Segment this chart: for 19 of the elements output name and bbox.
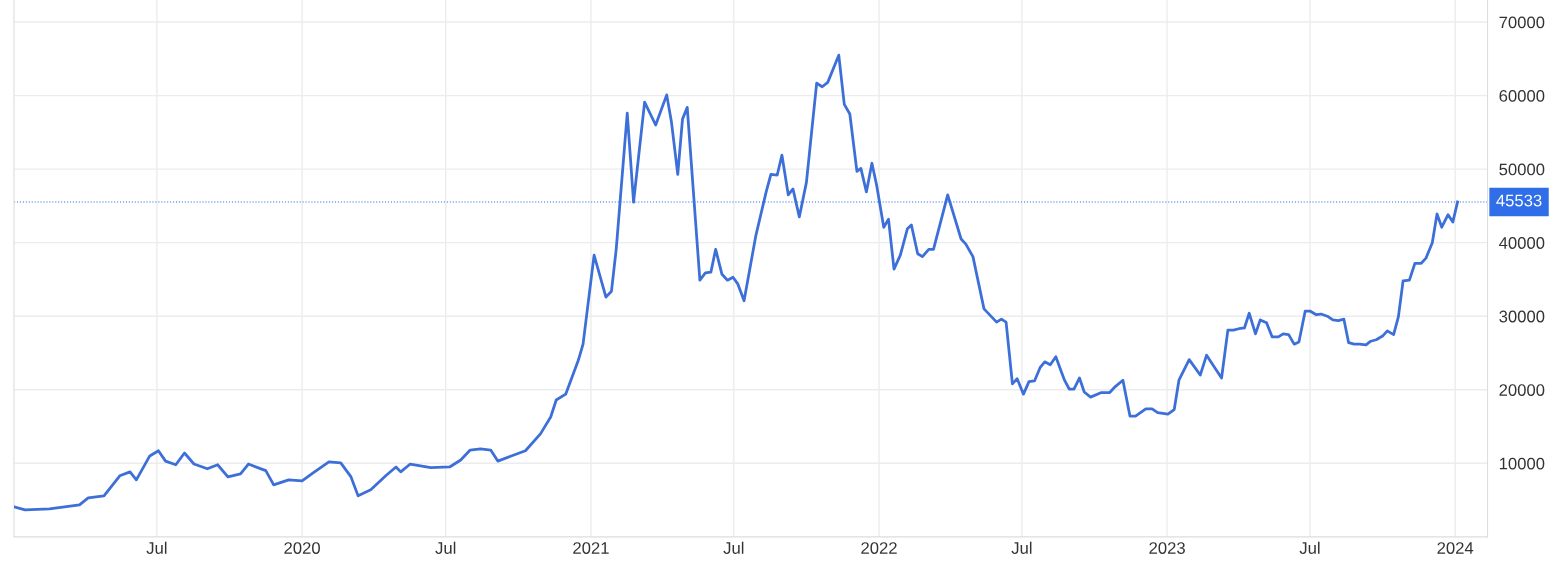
x-tick-label: 2024 bbox=[1437, 542, 1474, 554]
y-tick-label: 20000 bbox=[1499, 384, 1545, 396]
x-tick-label: Jul bbox=[1299, 541, 1320, 554]
x-tick-label: 2022 bbox=[861, 542, 897, 554]
x-tick-label: 2023 bbox=[1149, 542, 1185, 554]
line-series bbox=[14, 53, 1459, 512]
x-tick-label: 2021 bbox=[573, 542, 609, 554]
y-tick-label: 30000 bbox=[1499, 310, 1545, 323]
y-tick-label: 40000 bbox=[1499, 237, 1545, 249]
y-tick-label: 70000 bbox=[1499, 16, 1545, 29]
ref-line-label: 45533 bbox=[1496, 194, 1542, 207]
y-tick-label: 10000 bbox=[1499, 457, 1545, 470]
x-tick-label: Jul bbox=[723, 541, 744, 554]
x-tick-label: Jul bbox=[435, 541, 456, 554]
y-tick-label: 60000 bbox=[1499, 90, 1545, 102]
x-tick-label: 2020 bbox=[284, 542, 320, 554]
y-tick-label: 50000 bbox=[1499, 163, 1545, 176]
x-tick-label: Jul bbox=[146, 541, 167, 554]
x-tick-label: Jul bbox=[1011, 541, 1032, 554]
